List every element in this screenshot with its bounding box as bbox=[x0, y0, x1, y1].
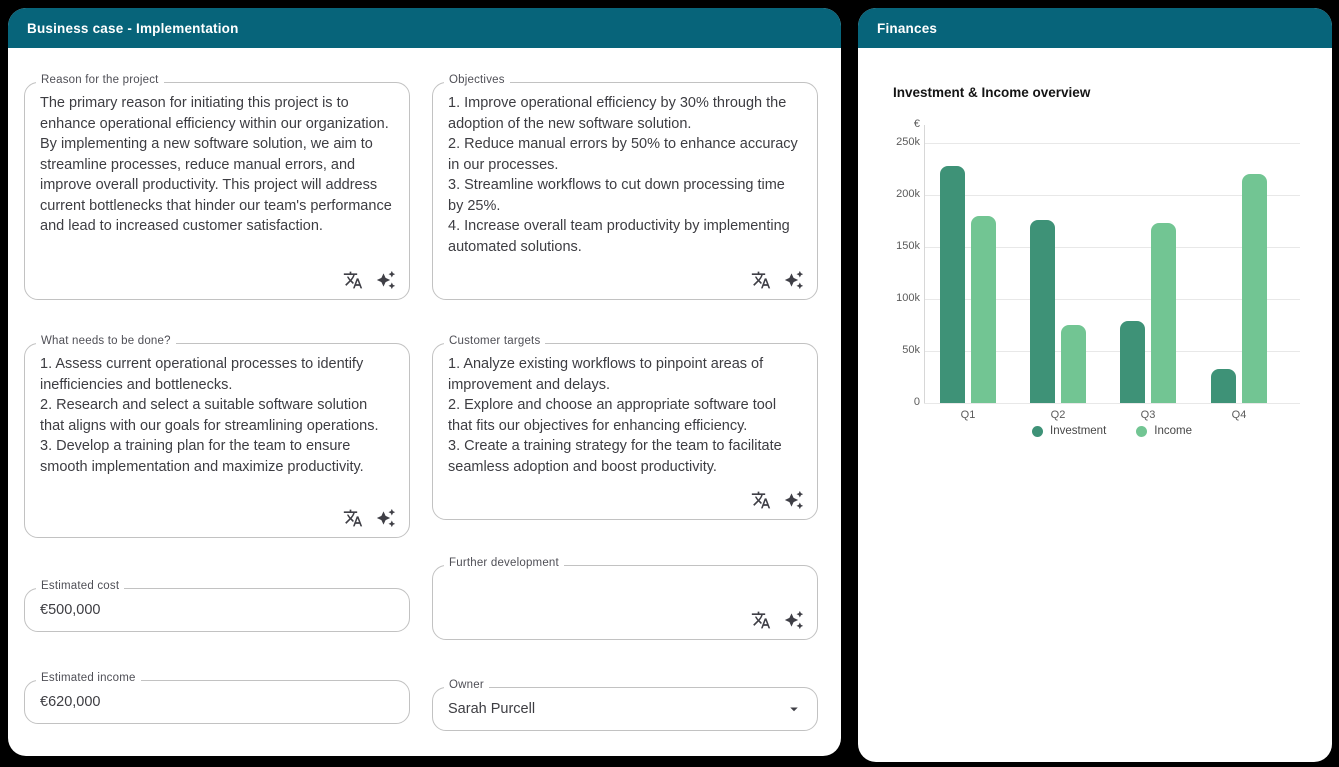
field-actions bbox=[751, 490, 804, 510]
ai-sparkles-icon[interactable] bbox=[376, 508, 396, 528]
chart-gridline bbox=[924, 143, 1300, 144]
x-axis-tick-label: Q3 bbox=[1140, 409, 1156, 421]
further-development-field[interactable]: Further development bbox=[432, 557, 818, 640]
legend-label: Income bbox=[1154, 425, 1192, 437]
objectives-value[interactable]: 1. Improve operational efficiency by 30%… bbox=[448, 95, 798, 255]
customer-targets-label: Customer targets bbox=[444, 335, 546, 347]
y-axis-tick-label: 0 bbox=[913, 396, 920, 408]
field-actions bbox=[751, 270, 804, 290]
bar-q3-income bbox=[1151, 223, 1176, 403]
translate-icon[interactable] bbox=[343, 508, 363, 528]
estimated-income-field[interactable]: Estimated income €620,000 bbox=[24, 672, 410, 724]
estimated-income-label: Estimated income bbox=[36, 672, 141, 684]
chart-gridline bbox=[924, 351, 1300, 352]
y-axis-unit-label: € bbox=[913, 118, 920, 130]
legend-item-investment: Investment bbox=[1032, 425, 1106, 437]
finances-panel: Finances Investment & Income overview 25… bbox=[858, 8, 1332, 762]
objectives-label: Objectives bbox=[444, 74, 510, 86]
y-axis-tick-label: 100k bbox=[896, 292, 920, 304]
translate-icon[interactable] bbox=[751, 490, 771, 510]
ai-sparkles-icon[interactable] bbox=[784, 270, 804, 290]
y-axis-tick-label: 50k bbox=[902, 344, 920, 356]
translate-icon[interactable] bbox=[751, 270, 771, 290]
owner-select[interactable]: Owner Sarah Purcell bbox=[432, 679, 818, 731]
legend-label: Investment bbox=[1050, 425, 1107, 437]
ai-sparkles-icon[interactable] bbox=[784, 610, 804, 630]
chart-title: Investment & Income overview bbox=[893, 85, 1091, 100]
owner-value[interactable]: Sarah Purcell bbox=[448, 701, 536, 717]
bar-q3-investment bbox=[1120, 321, 1145, 403]
estimated-cost-label: Estimated cost bbox=[36, 580, 125, 592]
chart-legend: Investment Income bbox=[924, 425, 1300, 437]
finances-panel-title: Finances bbox=[877, 20, 938, 36]
chart-gridline bbox=[924, 299, 1300, 300]
bar-q4-investment bbox=[1211, 369, 1236, 403]
translate-icon[interactable] bbox=[343, 270, 363, 290]
bar-q2-investment bbox=[1030, 220, 1055, 403]
what-needs-to-be-done-value[interactable]: 1. Assess current operational processes … bbox=[40, 356, 379, 475]
further-development-label: Further development bbox=[444, 557, 564, 569]
chart-gridline bbox=[924, 403, 1300, 404]
legend-dot bbox=[1136, 425, 1148, 437]
y-axis-tick-label: 200k bbox=[896, 188, 920, 200]
owner-label: Owner bbox=[444, 679, 489, 691]
what-needs-to-be-done-field[interactable]: What needs to be done? 1. Assess current… bbox=[24, 335, 410, 538]
business-case-panel-header: Business case - Implementation bbox=[8, 8, 841, 48]
estimated-income-value[interactable]: €620,000 bbox=[40, 694, 101, 710]
reason-for-project-field[interactable]: Reason for the project The primary reaso… bbox=[24, 74, 410, 300]
legend-dot bbox=[1032, 425, 1044, 437]
bar-q1-investment bbox=[940, 166, 965, 403]
x-axis-tick-label: Q4 bbox=[1231, 409, 1247, 421]
estimated-cost-field[interactable]: Estimated cost €500,000 bbox=[24, 580, 410, 632]
x-axis-tick-label: Q1 bbox=[960, 409, 976, 421]
y-axis-line bbox=[924, 125, 925, 403]
estimated-cost-value[interactable]: €500,000 bbox=[40, 602, 101, 618]
chart-gridline bbox=[924, 195, 1300, 196]
ai-sparkles-icon[interactable] bbox=[376, 270, 396, 290]
reason-for-project-value[interactable]: The primary reason for initiating this p… bbox=[40, 95, 396, 234]
what-needs-to-be-done-label: What needs to be done? bbox=[36, 335, 176, 347]
field-actions bbox=[343, 270, 396, 290]
customer-targets-field[interactable]: Customer targets 1. Analyze existing wor… bbox=[432, 335, 818, 520]
business-case-panel: Business case - Implementation Reason fo… bbox=[8, 8, 841, 756]
bar-q1-income bbox=[971, 216, 996, 403]
objectives-field[interactable]: Objectives 1. Improve operational effici… bbox=[432, 74, 818, 300]
investment-income-chart: 250k 200k 150k 100k 50k 0 € Q1 Q2 Q3 Q4 Investment I… bbox=[858, 8, 1332, 762]
legend-item-income: Income bbox=[1136, 425, 1192, 437]
x-axis-tick-label: Q2 bbox=[1050, 409, 1066, 421]
y-axis-tick-label: 250k bbox=[896, 136, 920, 148]
bar-q4-income bbox=[1242, 174, 1267, 403]
chart-gridline bbox=[924, 247, 1300, 248]
chevron-down-icon[interactable] bbox=[785, 700, 803, 718]
reason-for-project-label: Reason for the project bbox=[36, 74, 164, 86]
translate-icon[interactable] bbox=[751, 610, 771, 630]
field-actions bbox=[751, 610, 804, 630]
field-actions bbox=[343, 508, 396, 528]
business-case-panel-title: Business case - Implementation bbox=[27, 20, 239, 36]
bar-q2-income bbox=[1061, 325, 1086, 403]
ai-sparkles-icon[interactable] bbox=[784, 490, 804, 510]
customer-targets-value[interactable]: 1. Analyze existing workflows to pinpoin… bbox=[448, 356, 782, 475]
y-axis-tick-label: 150k bbox=[896, 240, 920, 252]
finances-panel-header: Finances bbox=[858, 8, 1332, 48]
